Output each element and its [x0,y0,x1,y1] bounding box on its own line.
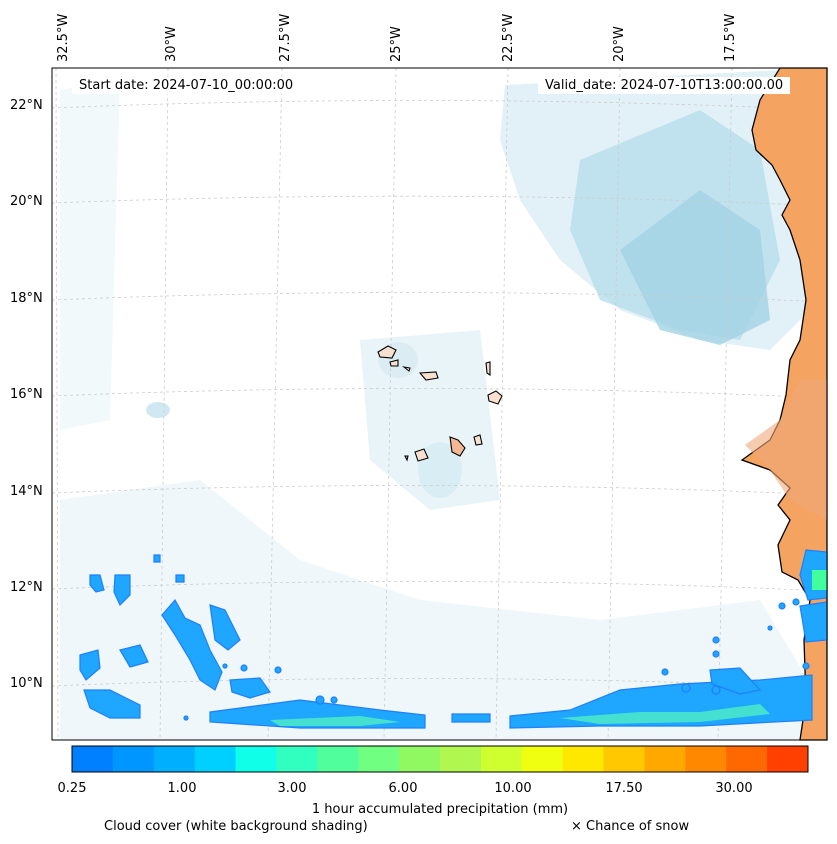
colorbar-segment [112,746,155,772]
lat-label-12n: 12°N [10,580,43,595]
colorbar-segment [235,746,277,772]
lat-label-22n: 22°N [10,98,43,113]
lon-label-32-5w: 32.5°W [56,13,71,62]
colorbar-segment [603,746,645,772]
colorbar-segment [194,746,237,772]
cloud-cover-shading [60,70,820,740]
colorbar-tick-label: 1.00 [167,781,197,796]
lon-label-27-5w: 27.5°W [278,13,293,62]
lat-label-20n: 20°N [10,194,43,209]
map-frame [51,67,828,741]
lon-label-20w: 20°W [612,26,627,62]
colorbar-segment [317,746,359,772]
colorbar-segment [72,746,114,772]
colorbar-segment [276,746,318,772]
colorbar-tick-label: 0.25 [57,781,87,796]
colorbar-segment [521,746,564,772]
colorbar-tick-label: 10.00 [494,781,532,796]
colorbar-segment [358,746,400,772]
colorbar-tick-label: 6.00 [388,781,418,796]
lat-label-18n: 18°N [10,291,43,306]
lon-label-30w: 30°W [164,26,179,62]
start-date-label: Start date: 2024-07-10_00:00:00 [72,77,301,94]
colorbar-segment [153,746,196,772]
lon-label-17-5w: 17.5°W [723,13,738,62]
lat-label-10n: 10°N [10,676,43,691]
colorbar [72,746,809,772]
colorbar-segment [562,746,605,772]
valid-date-label: Valid_date: 2024-07-10T13:00:00.00 [538,77,791,94]
snow-chance-note: × Chance of snow [571,819,690,834]
cape-verde-islands [377,345,503,462]
colorbar-title: 1 hour accumulated precipitation (mm) [311,802,569,817]
colorbar-segment [726,746,768,772]
colorbar-tick-label: 17.50 [605,781,643,796]
colorbar-tick-label: 30.00 [715,781,753,796]
lon-label-25w: 25°W [389,26,404,62]
colorbar-segment [480,746,523,772]
cloud-cover-note: Cloud cover (white background shading) [104,819,368,834]
graticule [51,67,828,741]
lon-label-22-5w: 22.5°W [501,13,516,62]
colorbar-segment [767,746,809,772]
precipitation-cells [79,549,828,729]
colorbar-segment [685,746,727,772]
colorbar-tick-label: 3.00 [277,781,307,796]
colorbar-frame [71,745,809,773]
lat-label-14n: 14°N [10,484,43,499]
colorbar-segment [644,746,686,772]
lat-label-16n: 16°N [10,387,43,402]
colorbar-segment [399,746,441,772]
colorbar-segment [440,746,482,772]
